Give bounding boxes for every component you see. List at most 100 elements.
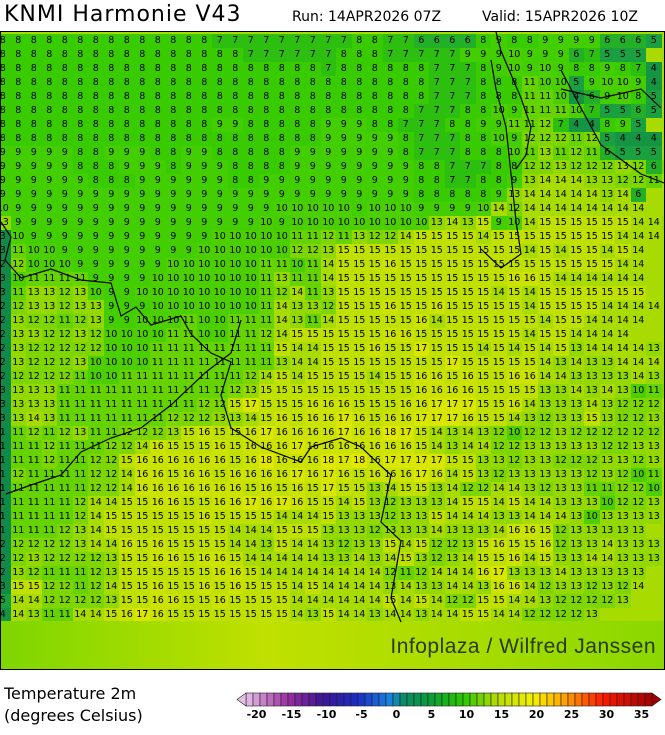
temperature-value: 9 — [429, 202, 445, 216]
temperature-value: 15 — [506, 496, 522, 510]
temperature-value: 10 — [196, 286, 212, 300]
temperature-value: 8 — [150, 48, 166, 62]
temperature-value: 11 — [227, 328, 243, 342]
temperature-value: 8 — [336, 104, 352, 118]
temperature-value: 14 — [320, 314, 336, 328]
temperature-value: 16 — [181, 468, 197, 482]
temperature-value: 11 — [243, 314, 259, 328]
temperature-value: 15 — [119, 552, 135, 566]
temperature-value: 10 — [150, 328, 166, 342]
temperature-value: 12 — [460, 594, 476, 608]
temperature-value: 14 — [444, 608, 460, 622]
temperature-value: 14 — [630, 244, 646, 258]
temperature-value: 11 — [88, 384, 104, 398]
temperature-value: 9 — [41, 160, 57, 174]
temperature-value: 14 — [537, 370, 553, 384]
temperature-value: 15 — [506, 258, 522, 272]
temperature-value: 11 — [10, 244, 26, 258]
temperature-value: 13 — [10, 356, 26, 370]
temperature-value: 15 — [274, 384, 290, 398]
temperature-value: 12 — [72, 552, 88, 566]
temperature-value: 9 — [320, 146, 336, 160]
temperature-value: 8 — [1, 132, 11, 146]
temperature-value: 14 — [522, 300, 538, 314]
temperature-value: 8 — [41, 76, 57, 90]
temperature-value: 11 — [57, 510, 73, 524]
temperature-value: 14 — [615, 202, 631, 216]
temperature-value: 9 — [274, 188, 290, 202]
temperature-value: 15 — [599, 230, 615, 244]
temperature-value: 8 — [212, 90, 228, 104]
temperature-value: 9 — [320, 160, 336, 174]
temperature-value: 13 — [661, 216, 664, 230]
temperature-value: 6 — [615, 34, 631, 48]
temperature-value: 14 — [475, 510, 491, 524]
colorbar-bin — [385, 692, 394, 707]
temperature-value: 16 — [305, 468, 321, 482]
temperature-value: 14 — [274, 510, 290, 524]
temperature-value: 9 — [10, 202, 26, 216]
temperature-value: 15 — [181, 566, 197, 580]
temperature-value: 15 — [351, 342, 367, 356]
temperature-value: 8 — [41, 34, 57, 48]
temperature-value: 1 — [1, 510, 11, 524]
temperature-value: 8 — [305, 76, 321, 90]
temperature-value: 16 — [227, 468, 243, 482]
watermark: Infoplaza / Wilfred Janssen — [390, 635, 656, 658]
temperature-value: 15 — [460, 468, 476, 482]
temperature-value: 14 — [491, 524, 507, 538]
temperature-value: 6 — [599, 34, 615, 48]
temperature-value: 5 — [646, 104, 662, 118]
temperature-value: 14 — [568, 202, 584, 216]
temperature-value: 9 — [584, 34, 600, 48]
temperature-value: 10 — [243, 258, 259, 272]
temperature-value: 15 — [599, 286, 615, 300]
temperature-value: 8 — [103, 104, 119, 118]
colorbar-tick-label: -10 — [316, 708, 337, 721]
temperature-value: 12 — [615, 426, 631, 440]
temperature-value: 10 — [258, 216, 274, 230]
temperature-value: 15 — [227, 454, 243, 468]
temperature-value: 15 — [506, 300, 522, 314]
temperature-value: 10 — [103, 328, 119, 342]
temperature-value: 12 — [57, 356, 73, 370]
temperature-value: 8 — [274, 62, 290, 76]
temperature-value: 14 — [537, 510, 553, 524]
grid-row: 1 11 11 11 11 11 12 12 14 16 16 16 16 16 16 16 15 16 15 16 1… — [1, 482, 662, 496]
temperature-value: 5 — [646, 34, 662, 48]
temperature-value: 9 — [305, 160, 321, 174]
temperature-value: 11 — [134, 398, 150, 412]
temperature-value: 17 — [444, 356, 460, 370]
colorbar-bin — [546, 692, 555, 707]
temperature-value: 15 — [429, 286, 445, 300]
temperature-value: 16 — [212, 594, 228, 608]
temperature-value: 12 — [119, 440, 135, 454]
temperature-value: 9 — [119, 146, 135, 160]
temperature-value: 9 — [320, 118, 336, 132]
temperature-value: 15 — [491, 272, 507, 286]
temperature-value: 12 — [41, 538, 57, 552]
temperature-value: 8 — [103, 34, 119, 48]
temperature-value: 15 — [413, 594, 429, 608]
temperature-value: 16 — [522, 524, 538, 538]
temperature-value: 15 — [367, 300, 383, 314]
colorbar-bin — [602, 692, 611, 707]
temperature-value: 8 — [444, 188, 460, 202]
temperature-value: 8 — [475, 188, 491, 202]
temperature-value: 12 — [227, 384, 243, 398]
temperature-value: 13 — [413, 524, 429, 538]
temperature-value: 14 — [398, 608, 414, 622]
temperature-value: 14 — [630, 272, 646, 286]
temperature-value: 5 — [646, 90, 662, 104]
temperature-value: 15 — [258, 398, 274, 412]
temperature-value: 13 — [553, 496, 569, 510]
colorbar-low-arrow — [236, 692, 247, 707]
temperature-value: 8 — [305, 104, 321, 118]
temperature-value: 13 — [243, 384, 259, 398]
temperature-value: 15 — [413, 300, 429, 314]
temperature-value: 16 — [444, 384, 460, 398]
temperature-value: 14 — [522, 244, 538, 258]
temperature-value: 15 — [398, 286, 414, 300]
temperature-value: 16 — [413, 384, 429, 398]
temperature-value: 8 — [289, 132, 305, 146]
